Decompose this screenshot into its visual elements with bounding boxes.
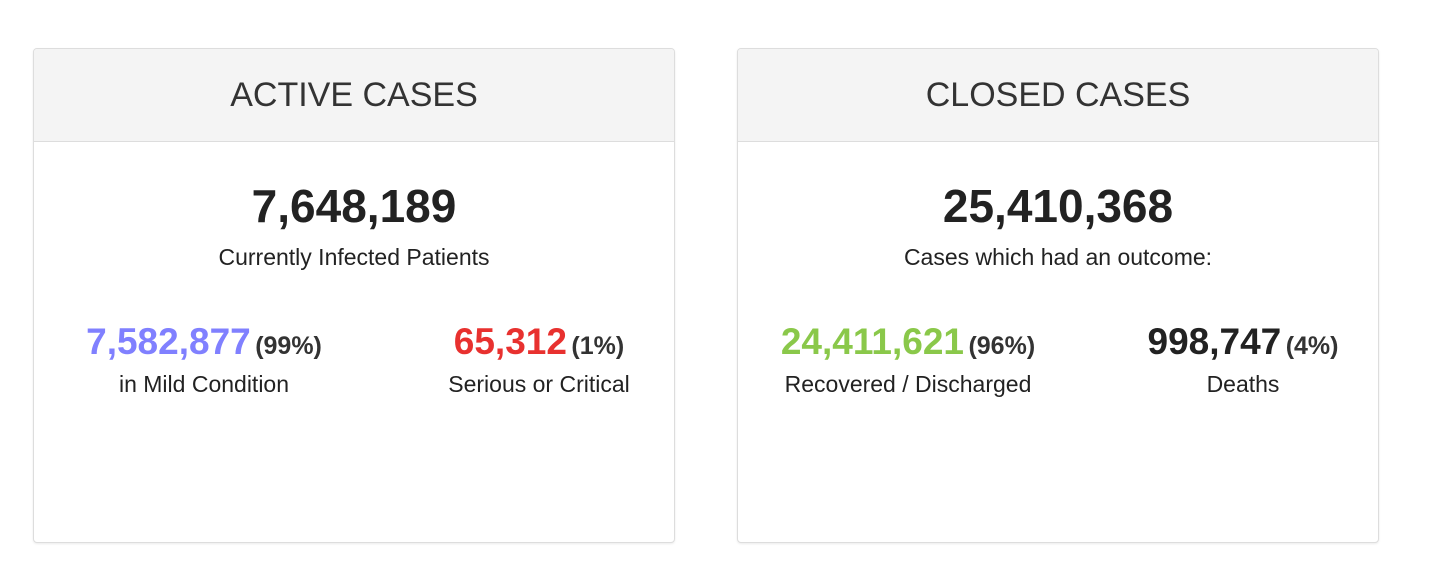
breakdown-count: 24,411,621 — [780, 321, 964, 362]
total-count: 25,410,368 — [942, 180, 1174, 232]
breakdown-item: 7,582,877 (99%) in Mild Condition — [39, 321, 369, 398]
panel-title: ACTIVE CASES — [34, 49, 674, 142]
panel-title: CLOSED CASES — [738, 49, 1378, 142]
breakdown-label: Serious or Critical — [448, 371, 630, 397]
breakdown-label: in Mild Condition — [118, 371, 290, 397]
breakdown-percent: (96%) — [968, 332, 1036, 360]
breakdown-percent: (4%) — [1285, 332, 1339, 360]
total-count: 7,648,189 — [251, 180, 457, 232]
breakdown-label: Deaths — [1206, 371, 1280, 397]
breakdown-item: 24,411,621 (96%) Recovered / Discharged — [743, 321, 1073, 398]
case-panel: CLOSED CASES 25,410,368 Cases which had an… — [737, 48, 1379, 543]
breakdown-percent: (1%) — [571, 332, 625, 360]
breakdown-count: 65,312 — [453, 321, 567, 362]
case-panel: ACTIVE CASES 7,648,189 Currently Infected … — [33, 48, 675, 543]
breakdown-label: Recovered / Discharged — [784, 371, 1032, 397]
breakdown-count: 7,582,877 — [86, 321, 251, 362]
total-label: Currently Infected Patients — [218, 244, 490, 270]
breakdown-item: 65,312 (1%) Serious or Critical — [374, 321, 674, 398]
breakdown-count: 998,747 — [1147, 321, 1282, 362]
total-label: Cases which had an outcome: — [903, 244, 1213, 270]
breakdown-item: 998,747 (4%) Deaths — [1078, 321, 1378, 398]
breakdown-percent: (99%) — [255, 332, 322, 360]
